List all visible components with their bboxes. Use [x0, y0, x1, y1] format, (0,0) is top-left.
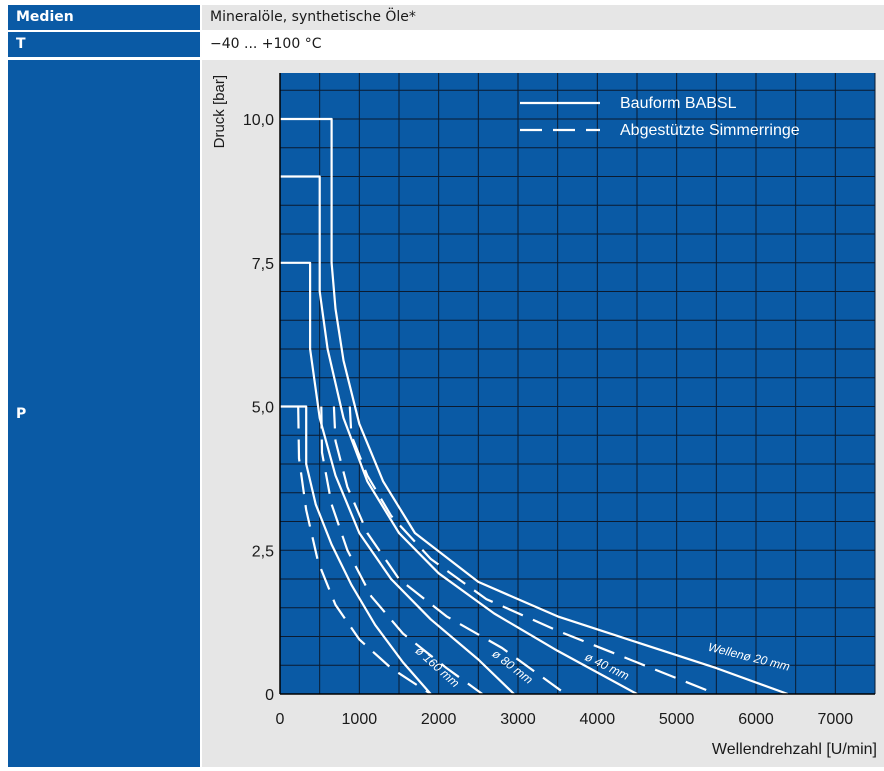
- x-tick-label: 2000: [421, 711, 457, 728]
- axes: 0 1000 2000 3000 4000 5000 6000 7000 0 2,5 5,0 7,5 1…: [211, 73, 877, 758]
- row-pressure: P 0 1000 2000 3000 4000 5000 6000 7000 0 2,5 5,0 7,…: [8, 60, 884, 767]
- series-group: [280, 117, 789, 696]
- x-axis-label: Wellendrehzahl [U/min]: [712, 741, 877, 758]
- row-temperature: T −40 ... +100 °C: [8, 32, 884, 57]
- pressure-chart-cell: 0 1000 2000 3000 4000 5000 6000 7000 0 2,5 5,0 7,5 1…: [202, 60, 884, 767]
- series-line-dashed-2: [320, 406, 483, 695]
- x-tick-label: 0: [276, 711, 285, 728]
- series-line-dashed-3: [297, 406, 432, 695]
- series-line-solid-0: [280, 117, 789, 696]
- pressure-label: P: [8, 60, 200, 767]
- x-tick-label: 4000: [580, 711, 616, 728]
- series-line-dashed-1: [332, 406, 567, 695]
- temperature-label: T: [8, 32, 200, 57]
- legend-label: Bauform BABSL: [620, 95, 737, 112]
- y-tick-label: 5,0: [252, 400, 274, 417]
- series-line-solid-3: [280, 405, 432, 695]
- temperature-value: −40 ... +100 °C: [202, 32, 884, 57]
- x-tick-label: 6000: [738, 711, 774, 728]
- pressure-speed-chart: 0 1000 2000 3000 4000 5000 6000 7000 0 2,5 5,0 7,5 1…: [211, 73, 877, 758]
- legend-label: Abgestützte Simmerringe: [620, 122, 800, 139]
- series-line-dashed-0: [348, 406, 717, 696]
- y-tick-label: 2,5: [252, 543, 274, 560]
- y-tick-label: 0: [265, 687, 274, 704]
- x-tick-label: 7000: [818, 711, 854, 728]
- plot-area: [280, 73, 875, 694]
- series-line-solid-1: [280, 175, 638, 695]
- y-axis-label: Druck [bar]: [211, 75, 228, 148]
- legend: Bauform BABSL Abgestützte Simmerringe: [520, 95, 800, 139]
- grid: [279, 73, 876, 694]
- medien-label: Medien: [8, 5, 200, 30]
- x-tick-label: 3000: [500, 711, 536, 728]
- y-tick-label: 10,0: [243, 112, 274, 129]
- medien-value: Mineralöle, synthetische Öle*: [202, 5, 884, 30]
- x-tick-label: 5000: [659, 711, 695, 728]
- series-line-solid-2: [280, 261, 515, 695]
- row-medien: Medien Mineralöle, synthetische Öle*: [8, 5, 884, 30]
- x-tick-label: 1000: [342, 711, 378, 728]
- y-tick-label: 7,5: [252, 256, 274, 273]
